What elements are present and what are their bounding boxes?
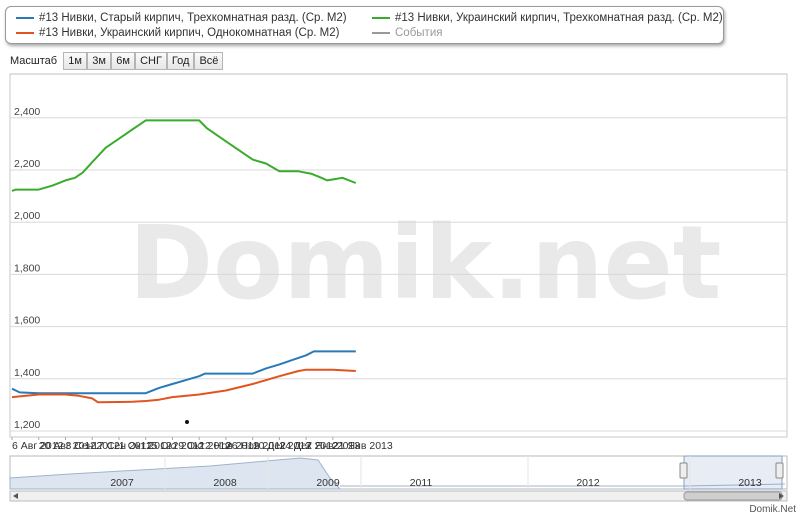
- scroll-left-arrow-icon: [13, 493, 18, 499]
- y-tick-label: 1,400: [14, 367, 40, 379]
- zoom-toolbar: Масштаб 1м 3м 6м СНГ Год Всё: [10, 52, 224, 70]
- gridlines: [10, 117, 787, 432]
- navigator-area: [9, 457, 342, 490]
- legend-swatch: [16, 17, 34, 19]
- x-tick-label: 21 Янв 2013: [333, 440, 393, 452]
- zoom-label: Масштаб: [10, 55, 58, 67]
- series-line-3: [11, 368, 356, 404]
- navigator-handle-right: [775, 462, 784, 479]
- credit-text: Domik.Net: [749, 504, 796, 515]
- zoom-1m-button[interactable]: 1м: [63, 52, 88, 70]
- x-tick-label: 29 Окт 2012: [172, 440, 231, 452]
- x-tick-label: 10 Дек 2012: [253, 440, 312, 452]
- watermark: Domik.net: [128, 204, 721, 323]
- x-tick-label: 15 Окт 2012: [146, 440, 205, 452]
- navigator-line: [340, 483, 786, 487]
- x-tick-label: 26 Ноя 2012: [226, 440, 286, 452]
- x-tick-label: 6 Авг 2012: [12, 440, 64, 452]
- x-tick-label: 20 Авг 2012: [39, 440, 96, 452]
- navigator-year-label: 2012: [576, 477, 600, 489]
- x-tick-label: 1 Окт 2012: [119, 440, 172, 452]
- series-line-2: [11, 350, 356, 395]
- series-line-1: [11, 119, 357, 192]
- zoom-6m-button[interactable]: 6м: [111, 52, 136, 70]
- x-tick-label: 12 Ноя 2012: [199, 440, 259, 452]
- x-tick-label: 3 Сен 2012: [65, 440, 119, 452]
- navigator-year-label: 2007: [110, 477, 134, 489]
- navigator[interactable]: 2007 2008 2009 2011 2012 2013: [9, 455, 788, 502]
- scroll-right-arrow-icon: [779, 493, 784, 499]
- legend-label: #13 Нивки, Украинский кирпич, Однокомнат…: [39, 27, 340, 39]
- navigator-scrollbar-thumb: [683, 491, 783, 501]
- navigator-year-label: 2013: [738, 477, 762, 489]
- zoom-3m-button[interactable]: 3м: [87, 52, 112, 70]
- x-tick-label: 7 Янв 2013: [306, 440, 360, 452]
- zoom-1y-button[interactable]: Год: [166, 52, 195, 70]
- plot-background: [9, 73, 788, 438]
- event-marker[interactable]: [185, 420, 189, 424]
- x-tick-label: 17 Сен 2012: [92, 440, 152, 452]
- legend: #13 Нивки, Старый кирпич, Трехкомнатная …: [5, 6, 724, 44]
- y-tick-label: 1,600: [14, 315, 40, 327]
- legend-swatch: [372, 32, 390, 34]
- legend-item-events[interactable]: События: [372, 27, 442, 39]
- y-tick-label: 2,000: [14, 210, 40, 222]
- legend-label: События: [395, 27, 443, 39]
- legend-label: #13 Нивки, Старый кирпич, Трехкомнатная …: [39, 12, 347, 24]
- y-tick-label: 2,200: [14, 158, 40, 170]
- legend-item-old-brick-3room[interactable]: #13 Нивки, Старый кирпич, Трехкомнатная …: [16, 12, 347, 24]
- legend-label: #13 Нивки, Украинский кирпич, Трехкомнат…: [395, 12, 723, 24]
- series-layer: [11, 119, 357, 404]
- navigator-scrollbar-track: [9, 490, 788, 502]
- navigator-handle-left: [679, 462, 688, 479]
- navigator-year-label: 2008: [213, 477, 237, 489]
- legend-item-ukr-brick-3room[interactable]: #13 Нивки, Украинский кирпич, Трехкомнат…: [372, 12, 723, 24]
- y-tick-label: 1,800: [14, 262, 40, 274]
- y-tick-label: 1,200: [14, 419, 40, 431]
- navigator-year-label: 2009: [316, 477, 340, 489]
- legend-swatch: [16, 32, 34, 34]
- y-tick-label: 2,400: [14, 106, 40, 118]
- zoom-all-button[interactable]: Всё: [194, 52, 224, 70]
- navigator-year-label: 2011: [410, 477, 433, 489]
- navigator-selection: [683, 455, 783, 490]
- y-axis: 1,200 1,400 1,600 1,800 2,000 2,200 2,400: [14, 106, 40, 431]
- x-tick-label: 24 Дек 2012: [279, 440, 338, 452]
- zoom-ytd-button[interactable]: СНГ: [135, 52, 167, 70]
- legend-item-ukr-brick-1room[interactable]: #13 Нивки, Украинский кирпич, Однокомнат…: [16, 27, 339, 39]
- legend-swatch: [372, 17, 390, 19]
